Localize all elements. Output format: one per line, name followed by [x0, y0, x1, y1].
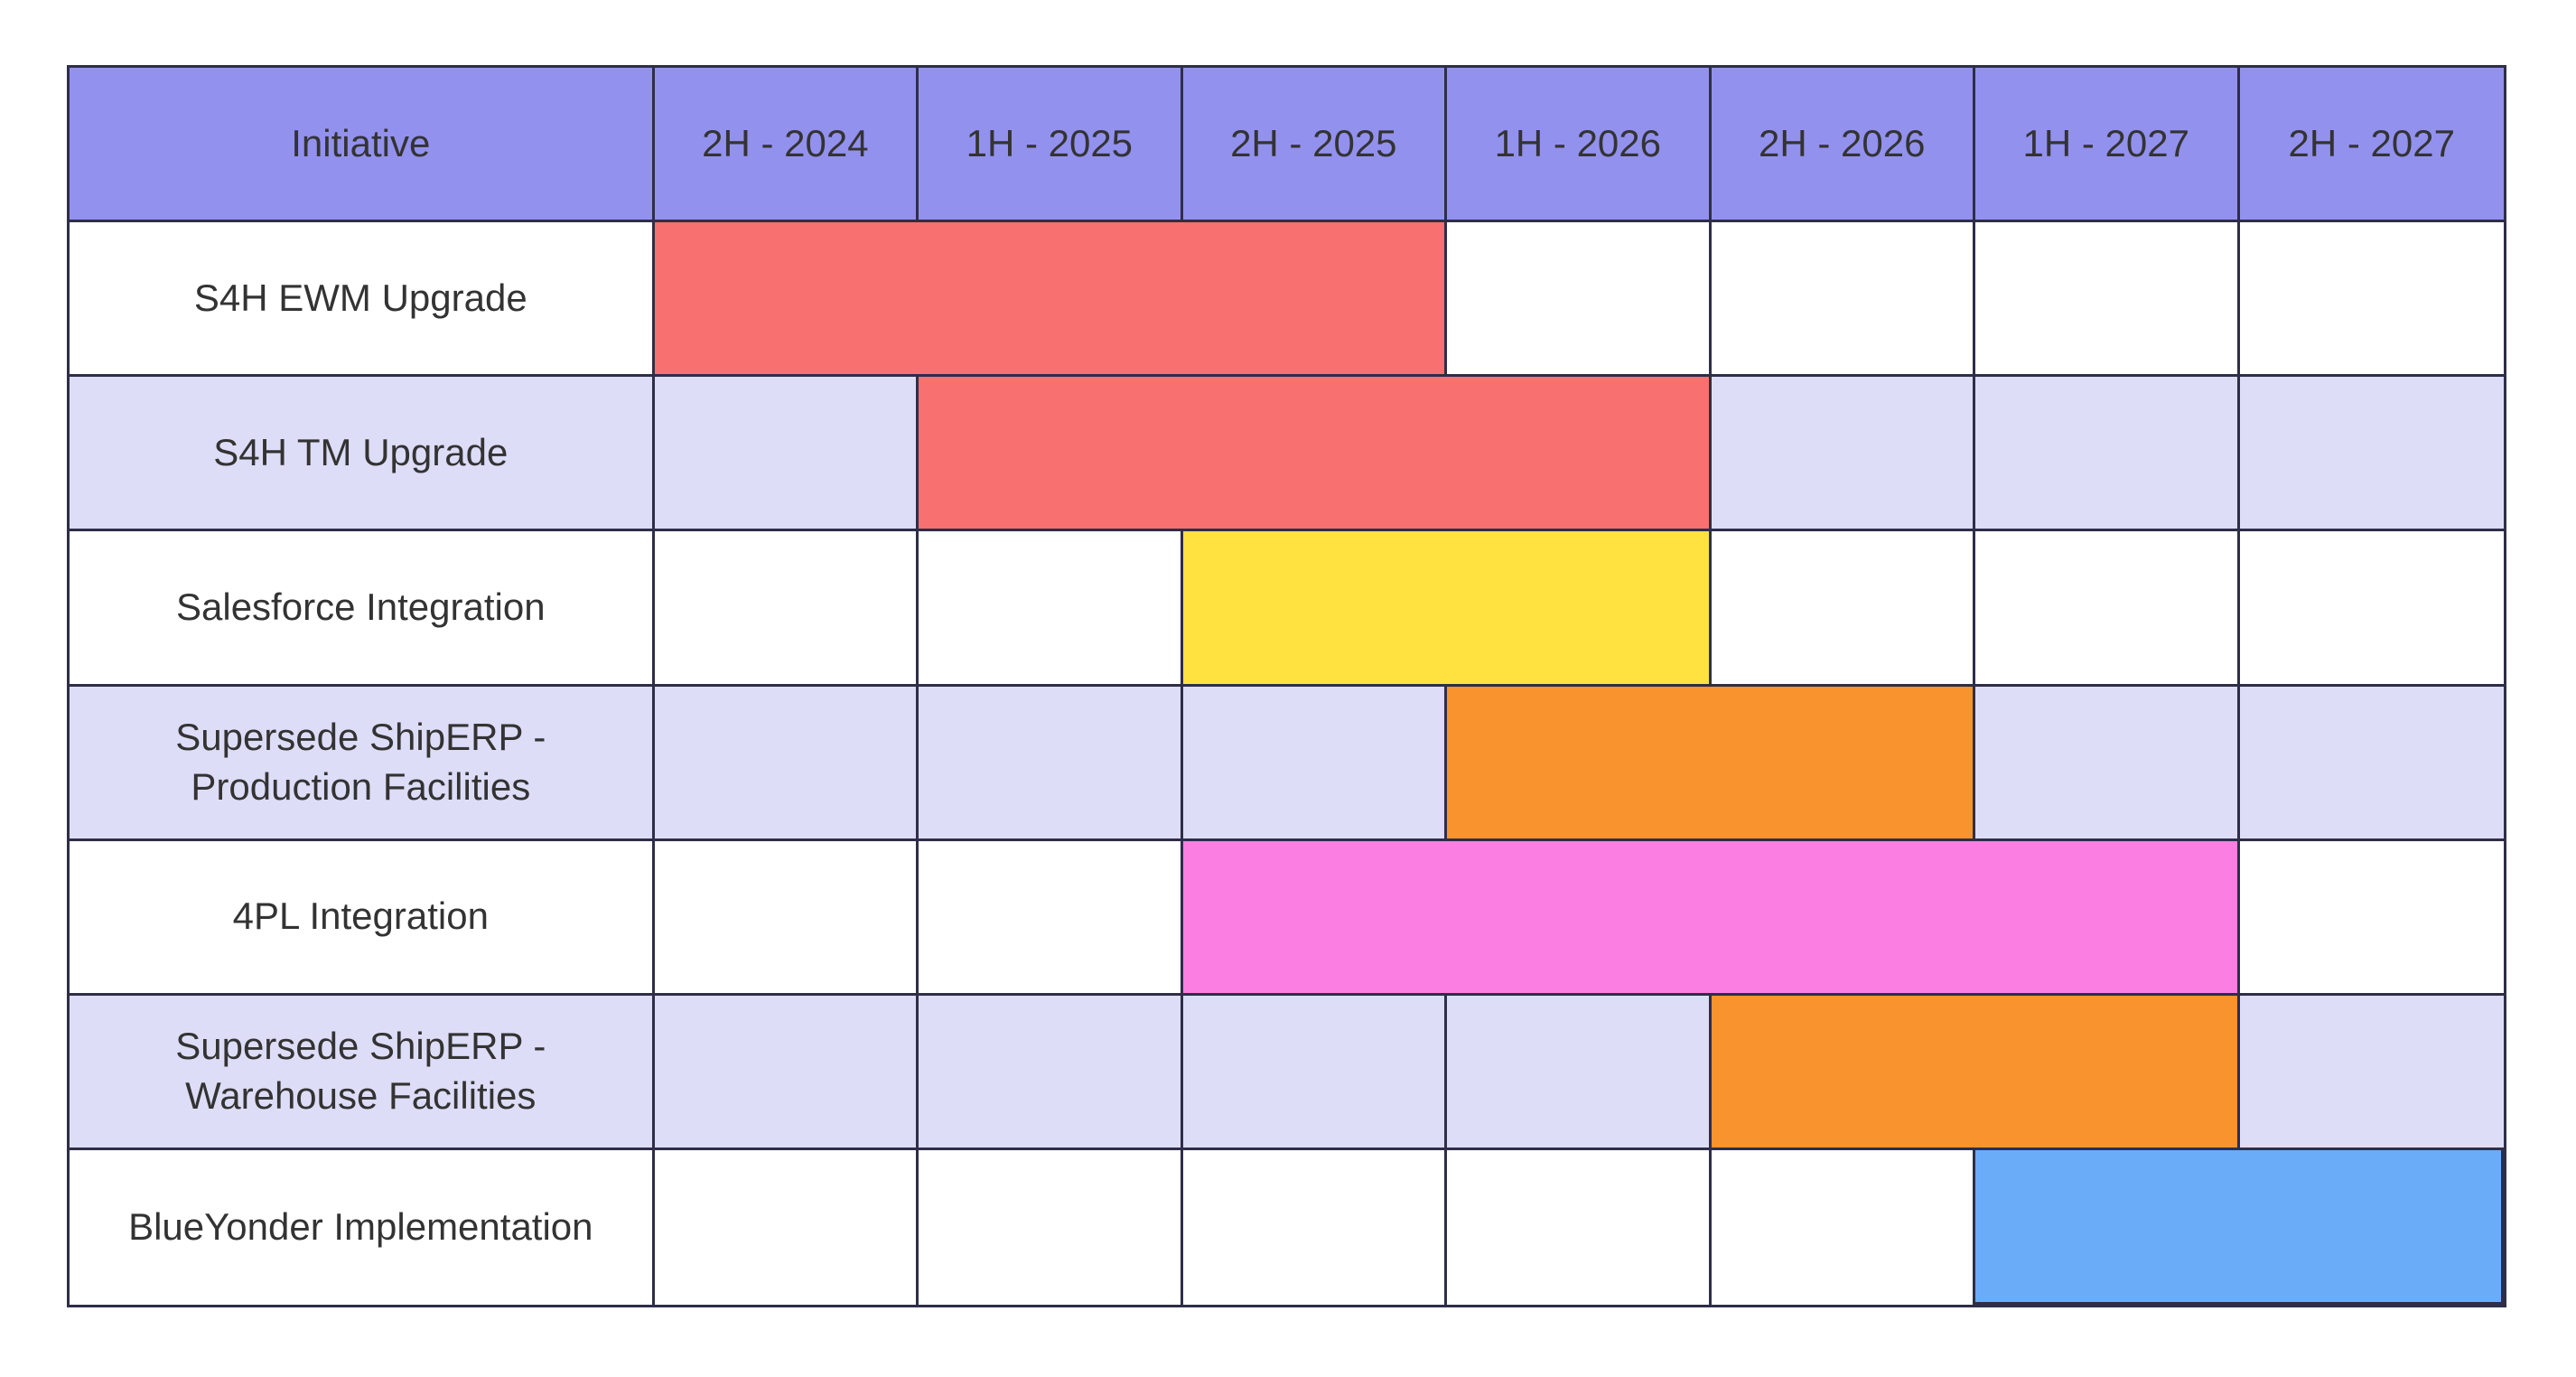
- initiative-cell: Supersede ShipERP - Warehouse Facilities: [70, 995, 655, 1150]
- period-cell: [1447, 222, 1712, 378]
- gantt-bar-pink: [1180, 838, 2240, 996]
- period-cell: [919, 995, 1183, 1150]
- period-cell: [919, 1149, 1183, 1305]
- header-cell-period: 1H - 2027: [1975, 68, 2240, 223]
- initiative-cell: S4H TM Upgrade: [70, 377, 655, 532]
- period-cell: [2239, 995, 2504, 1150]
- period-cell: [2239, 686, 2504, 841]
- period-cell: [919, 531, 1183, 687]
- period-cell: [1975, 686, 2240, 841]
- period-cell: [919, 840, 1183, 996]
- period-cell: [1711, 1149, 1976, 1305]
- period-cell: [654, 686, 919, 841]
- period-cell: [654, 531, 919, 687]
- gantt-bar-red: [916, 374, 1712, 532]
- period-cell: [654, 1149, 919, 1305]
- period-cell: [1182, 686, 1448, 841]
- header-cell-period: 1H - 2025: [919, 68, 1183, 223]
- header-cell-initiative: Initiative: [70, 68, 655, 223]
- initiative-cell: Salesforce Integration: [70, 531, 655, 687]
- header-cell-period: 1H - 2026: [1447, 68, 1712, 223]
- initiative-cell: S4H EWM Upgrade: [70, 222, 655, 378]
- period-cell: [654, 840, 919, 996]
- header-cell-period: 2H - 2027: [2239, 68, 2504, 223]
- period-cell: [1447, 995, 1712, 1150]
- period-cell: [1711, 222, 1976, 378]
- header-cell-period: 2H - 2025: [1182, 68, 1448, 223]
- header-cell-period: 2H - 2024: [654, 68, 919, 223]
- period-cell: [1711, 531, 1976, 687]
- gantt-bar-blue: [1973, 1147, 2504, 1305]
- roadmap-table: Initiative 2H - 2024 1H - 2025 2H - 2025 1H …: [67, 65, 2506, 1307]
- gantt-bar-orange: [1708, 992, 2240, 1150]
- period-cell: [2239, 222, 2504, 378]
- period-cell: [1975, 531, 2240, 687]
- period-cell: [2239, 377, 2504, 532]
- period-cell: [1975, 377, 2240, 532]
- period-cell: [2239, 531, 2504, 687]
- initiative-cell: BlueYonder Implementation: [70, 1149, 655, 1305]
- period-cell: [1182, 1149, 1448, 1305]
- header-cell-period: 2H - 2026: [1711, 68, 1976, 223]
- gantt-bar-yellow: [1180, 529, 1712, 687]
- period-cell: [1975, 222, 2240, 378]
- period-cell: [1182, 995, 1448, 1150]
- period-cell: [654, 377, 919, 532]
- initiative-cell: 4PL Integration: [70, 840, 655, 996]
- period-cell: [2239, 840, 2504, 996]
- period-cell: [654, 995, 919, 1150]
- period-cell: [1447, 1149, 1712, 1305]
- initiative-cell: Supersede ShipERP - Production Facilitie…: [70, 686, 655, 841]
- period-cell: [1711, 377, 1976, 532]
- period-cell: [919, 686, 1183, 841]
- gantt-bar-orange: [1444, 683, 1976, 841]
- gantt-bar-red: [651, 220, 1448, 378]
